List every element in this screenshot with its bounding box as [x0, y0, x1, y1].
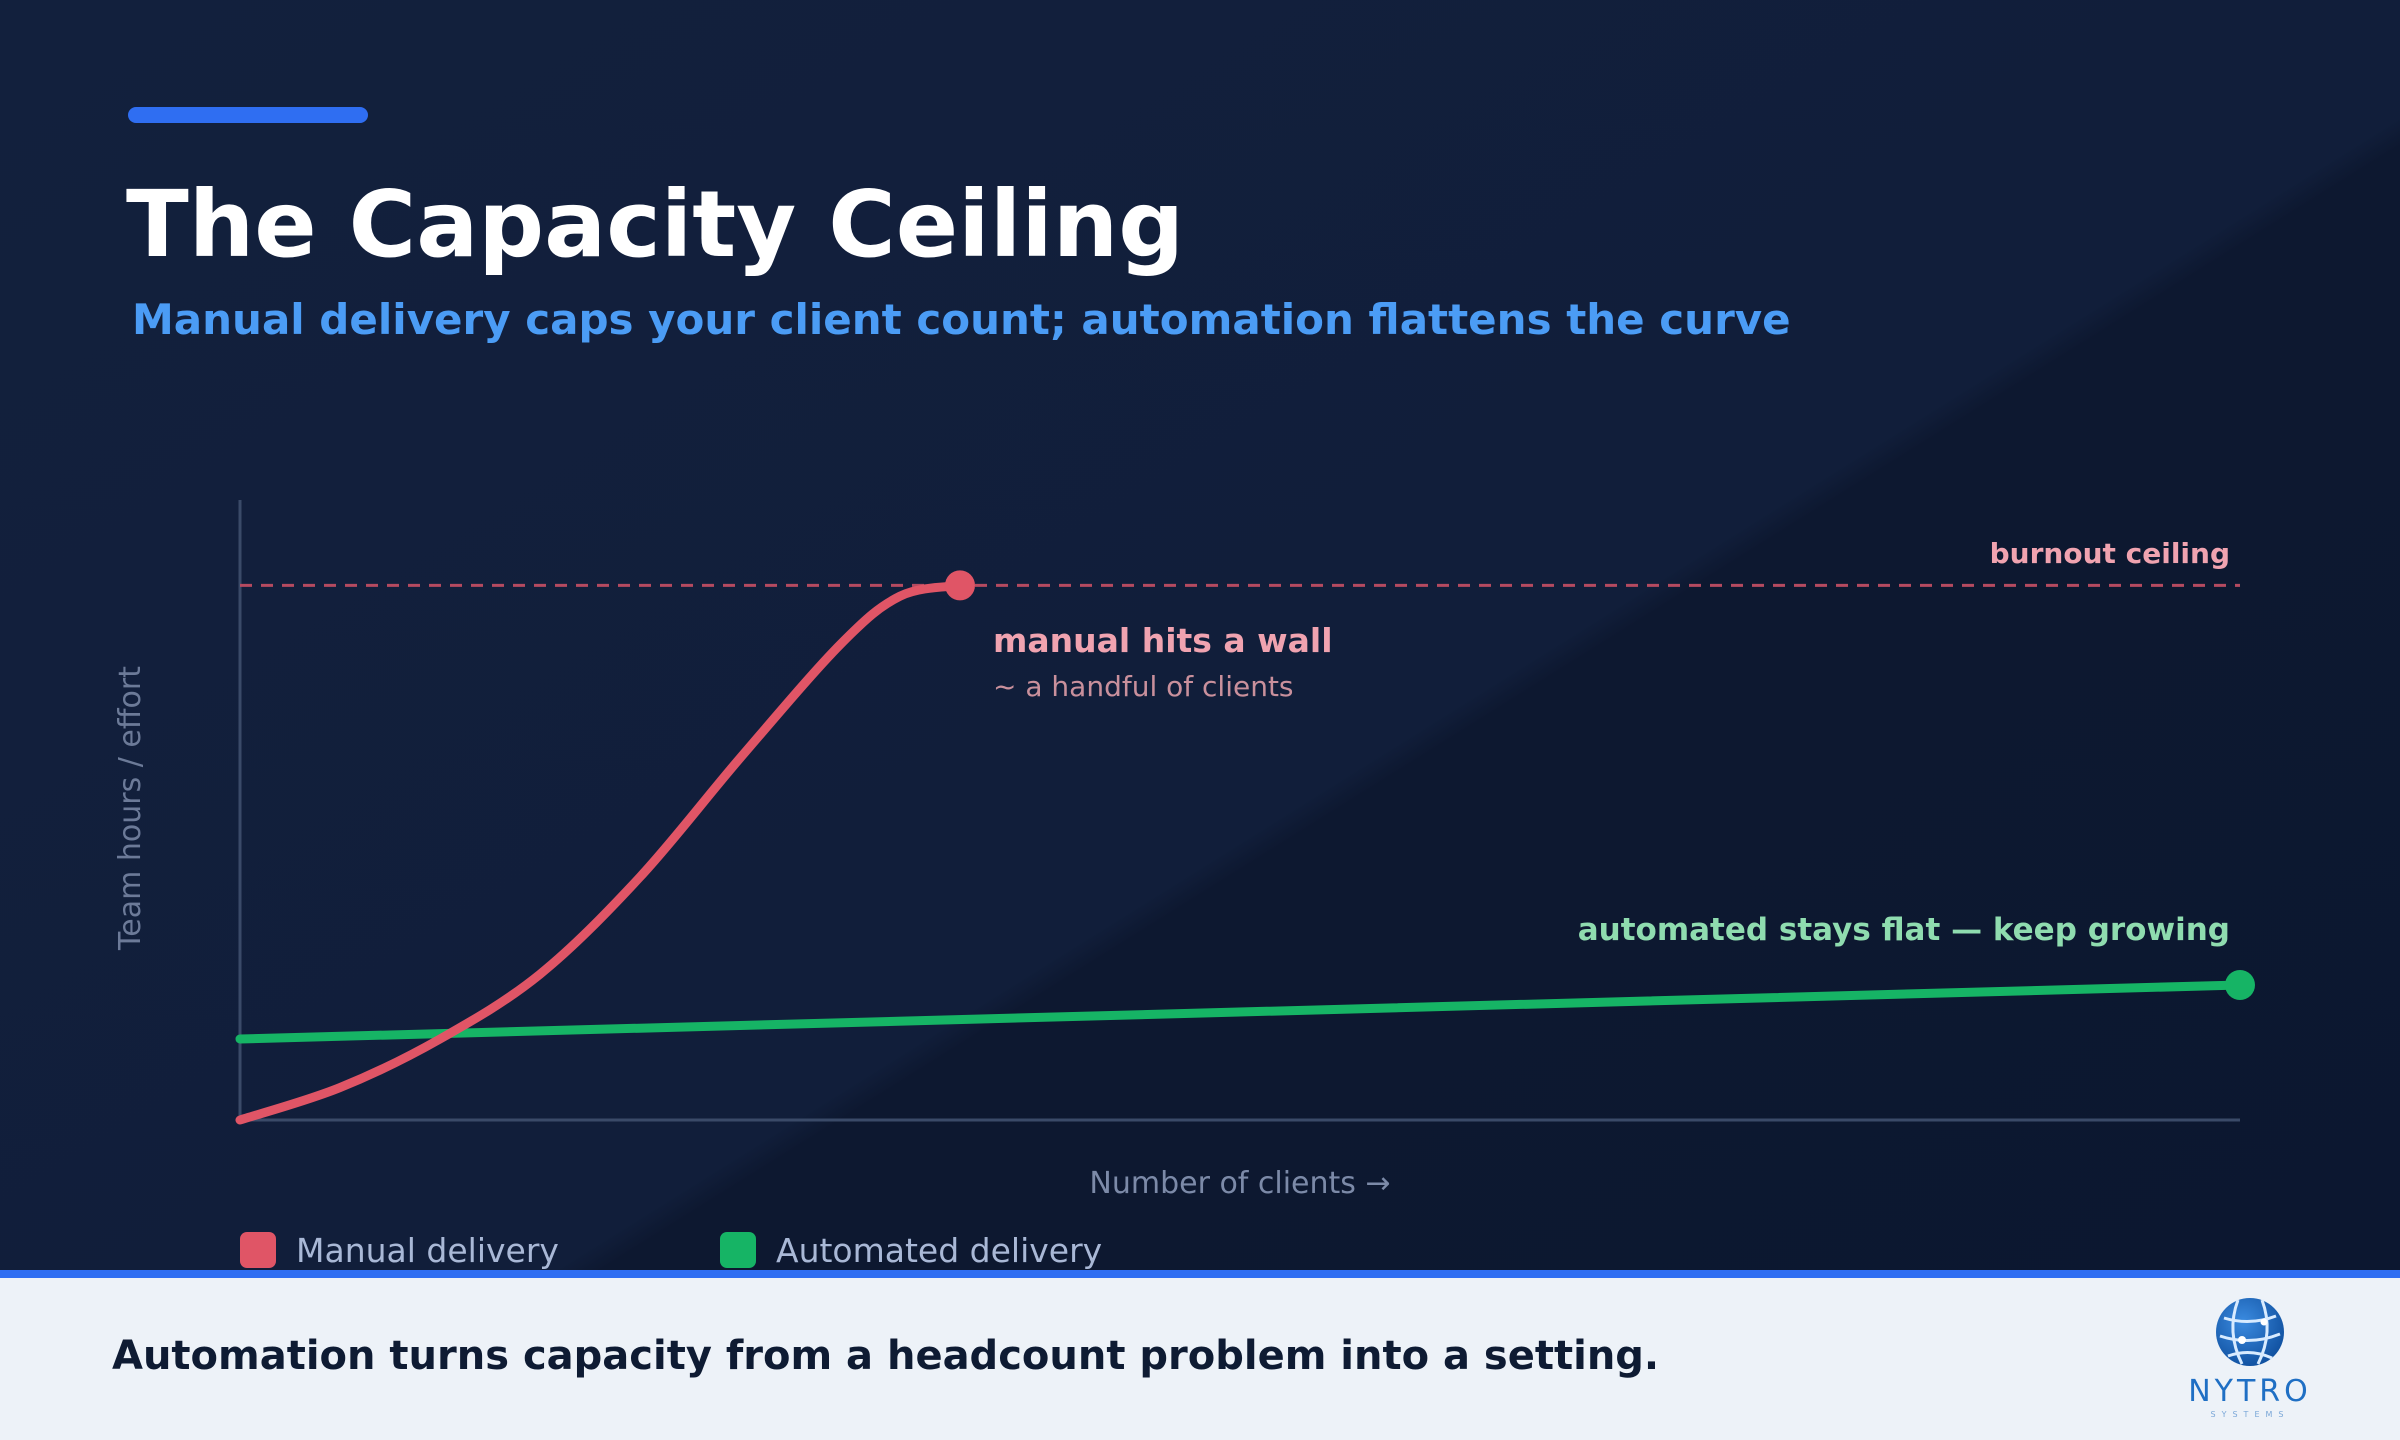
series-line-manual-delivery: [235, 580, 965, 1125]
series-endpoint-manual-delivery: [945, 570, 975, 601]
ceiling-label: burnout ceiling: [1990, 537, 2230, 570]
series-layer: [235, 570, 2255, 1125]
legend-swatch-automated: [720, 1232, 756, 1268]
logo-wordmark: NYTRO: [2188, 1374, 2312, 1409]
accent-bar: [128, 107, 368, 123]
legend-label-manual: Manual delivery: [296, 1230, 559, 1270]
footer-takeaway: Automation turns capacity from a headcou…: [112, 1333, 1660, 1379]
series-endpoint-automated-delivery: [2225, 970, 2255, 1000]
legend-label-automated: Automated delivery: [776, 1230, 1103, 1270]
y-axis-label: Team hours / effort: [113, 666, 148, 951]
series-line-automated-delivery: [235, 980, 2245, 1044]
legend-item-manual: Manual delivery: [240, 1228, 559, 1272]
manual-annotation: manual hits a wall: [993, 621, 1333, 660]
company-logo: NYTRO SYSTEMS: [2172, 1296, 2328, 1424]
automated-annotation: automated stays flat — keep growing: [1578, 912, 2230, 948]
manual-annotation-detail: ~ a handful of clients: [993, 670, 1294, 703]
footer-rule: [0, 1270, 2400, 1278]
logo-tagline: SYSTEMS: [2210, 1410, 2290, 1419]
slide-title: The Capacity Ceiling: [126, 171, 1185, 278]
globe-network-icon: [2216, 1298, 2284, 1366]
capacity-chart: Number of clients → Team hours / effort …: [113, 500, 2255, 1201]
slide-subtitle: Manual delivery caps your client count; …: [132, 295, 1791, 344]
legend-item-automated: Automated delivery: [720, 1228, 1102, 1272]
legend-swatch-manual: [240, 1232, 276, 1268]
footer: Automation turns capacity from a headcou…: [0, 1278, 2400, 1440]
x-axis-label: Number of clients →: [1089, 1166, 1390, 1201]
